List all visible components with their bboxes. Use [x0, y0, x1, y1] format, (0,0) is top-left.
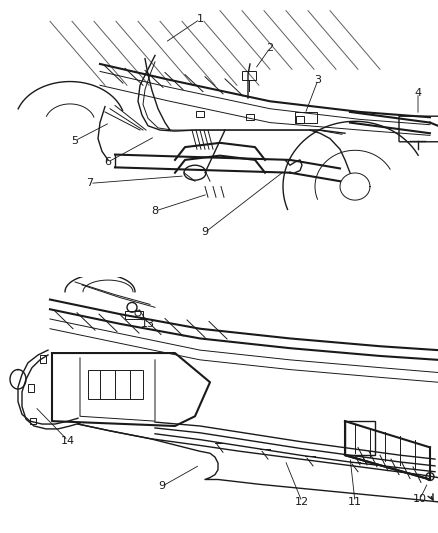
Text: 13: 13 [141, 319, 155, 329]
Bar [242, 71, 256, 80]
Text: 5: 5 [71, 136, 78, 146]
Bar [40, 355, 46, 363]
Bar [88, 369, 143, 399]
Text: 2: 2 [266, 43, 274, 53]
Text: 12: 12 [295, 497, 309, 507]
Text: 14: 14 [61, 435, 75, 446]
Bar [295, 112, 317, 123]
Bar [30, 418, 36, 424]
Bar [246, 114, 254, 120]
Bar [196, 111, 204, 117]
Text: 9: 9 [159, 481, 166, 491]
Text: 7: 7 [86, 179, 94, 188]
Text: 6: 6 [105, 157, 112, 167]
Text: 3: 3 [314, 75, 321, 85]
Text: 4: 4 [414, 88, 421, 98]
Bar [296, 116, 304, 123]
Bar [345, 421, 375, 455]
Text: 8: 8 [152, 206, 159, 216]
Text: 11: 11 [348, 497, 362, 507]
Text: 10: 10 [413, 494, 427, 504]
Text: 1: 1 [197, 14, 204, 24]
Bar [125, 311, 143, 319]
Text: 9: 9 [201, 228, 208, 237]
Bar [28, 384, 34, 392]
